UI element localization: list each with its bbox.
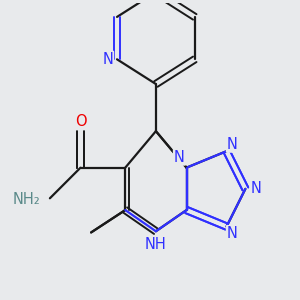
Text: NH₂: NH₂	[13, 192, 40, 207]
Text: N: N	[102, 52, 113, 67]
Text: N: N	[227, 136, 238, 152]
Text: N: N	[227, 226, 238, 241]
Text: O: O	[75, 114, 86, 129]
Text: NH: NH	[145, 237, 167, 252]
Text: N: N	[174, 150, 185, 165]
Text: N: N	[250, 182, 261, 196]
